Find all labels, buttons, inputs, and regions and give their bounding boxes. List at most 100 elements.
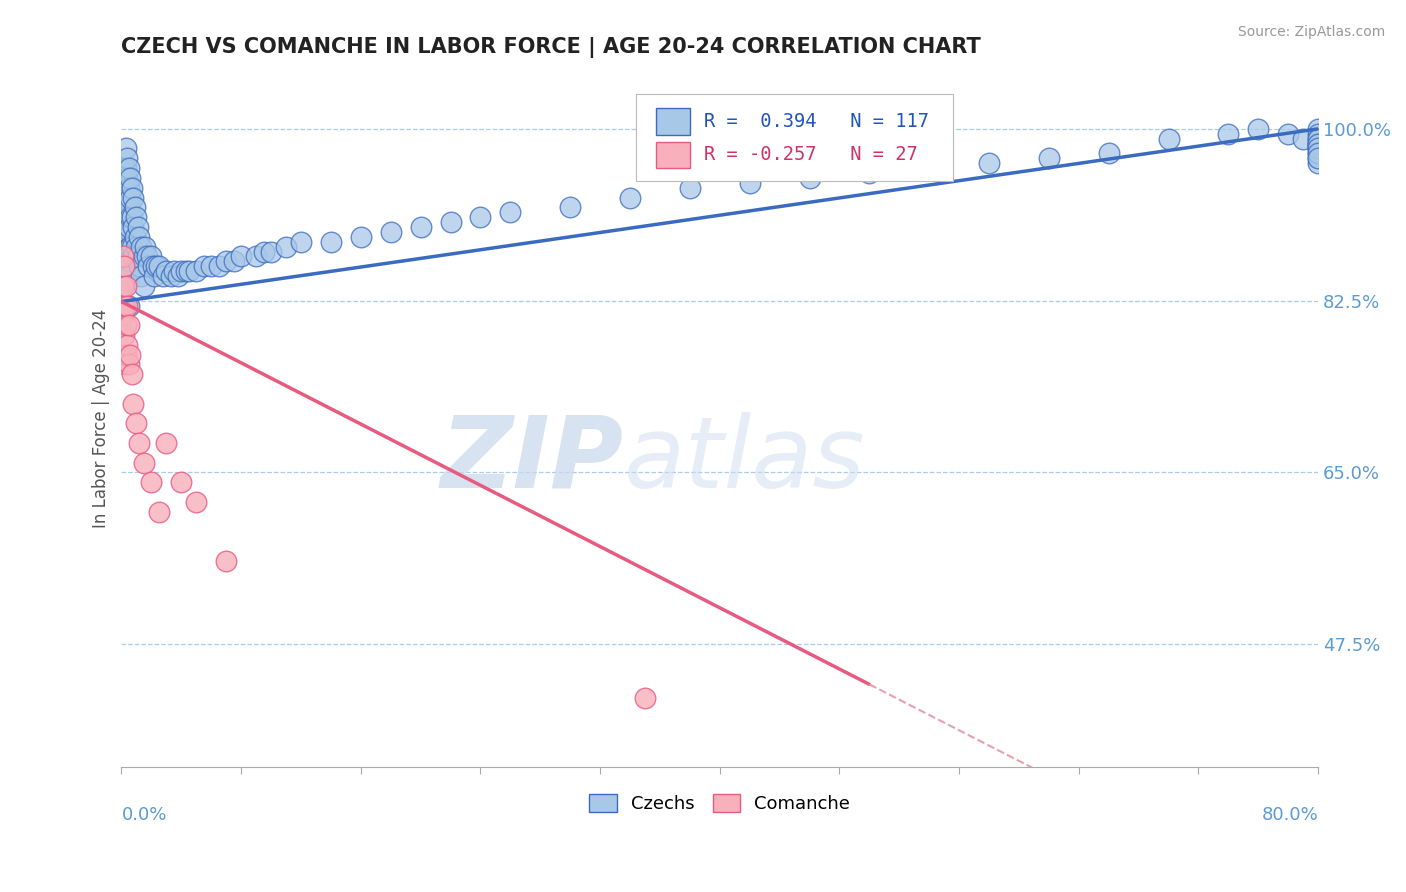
Point [124, 229, 146, 244]
Point [350, 229, 373, 244]
Point [141, 475, 163, 490]
Point [114, 219, 136, 234]
Point [122, 190, 145, 204]
Point [1308, 131, 1330, 145]
Point [118, 299, 141, 313]
Point [977, 156, 1000, 170]
Point [114, 180, 136, 194]
Point [122, 249, 145, 263]
Point [134, 239, 156, 253]
Point [1308, 127, 1330, 141]
Point [118, 200, 141, 214]
Point [132, 456, 155, 470]
Point [1308, 136, 1330, 151]
Text: atlas: atlas [624, 412, 866, 508]
Point [121, 210, 143, 224]
Point [619, 190, 641, 204]
Point [132, 249, 155, 263]
Point [193, 259, 215, 273]
Point [145, 259, 167, 273]
Point [186, 264, 208, 278]
Point [120, 170, 142, 185]
Point [117, 274, 139, 288]
Bar [657, 108, 690, 135]
Point [1308, 141, 1330, 155]
Point [129, 239, 152, 253]
Point [142, 259, 165, 273]
Point [380, 225, 402, 239]
Point [118, 358, 141, 372]
Point [129, 268, 152, 283]
Point [274, 239, 297, 253]
Point [138, 259, 160, 273]
Point [1308, 151, 1330, 165]
Point [560, 200, 582, 214]
Point [1308, 136, 1330, 151]
Point [118, 219, 141, 234]
Text: R = -0.257   N = 27: R = -0.257 N = 27 [704, 145, 918, 164]
Point [117, 190, 139, 204]
Point [117, 299, 139, 313]
Point [127, 249, 149, 263]
Point [1218, 127, 1240, 141]
Point [679, 180, 702, 194]
Point [1308, 141, 1330, 155]
Point [143, 268, 166, 283]
Point [1308, 136, 1330, 151]
Point [117, 249, 139, 263]
Point [1247, 121, 1270, 136]
Point [1308, 156, 1330, 170]
Point [858, 166, 880, 180]
Point [121, 368, 143, 382]
Text: 80.0%: 80.0% [1261, 806, 1319, 824]
Point [121, 180, 143, 194]
Point [128, 436, 150, 450]
Point [111, 200, 134, 214]
Point [132, 278, 155, 293]
Point [118, 239, 141, 253]
Point [499, 205, 522, 219]
Point [115, 161, 138, 175]
Point [118, 180, 141, 194]
Point [114, 299, 136, 313]
Point [120, 239, 142, 253]
Point [155, 264, 177, 278]
Point [128, 259, 150, 273]
Point [114, 249, 136, 263]
Point [118, 161, 141, 175]
Text: CZECH VS COMANCHE IN LABOR FORCE | AGE 20-24 CORRELATION CHART: CZECH VS COMANCHE IN LABOR FORCE | AGE 2… [121, 37, 981, 58]
Y-axis label: In Labor Force | Age 20-24: In Labor Force | Age 20-24 [93, 309, 110, 528]
Point [1308, 151, 1330, 165]
Point [439, 215, 461, 229]
Point [114, 328, 136, 343]
Point [111, 249, 134, 263]
Point [229, 249, 252, 263]
Point [1308, 121, 1330, 136]
Point [115, 239, 138, 253]
FancyBboxPatch shape [636, 95, 953, 181]
Point [114, 358, 136, 372]
Point [122, 397, 145, 411]
Point [215, 254, 238, 268]
Point [152, 268, 174, 283]
Point [215, 554, 238, 568]
Point [163, 264, 186, 278]
Point [114, 200, 136, 214]
Point [260, 244, 283, 259]
Point [111, 278, 134, 293]
Point [111, 278, 134, 293]
Point [1308, 131, 1330, 145]
Point [167, 268, 190, 283]
Text: ZIP: ZIP [441, 412, 624, 508]
Point [290, 235, 312, 249]
Point [319, 235, 342, 249]
Point [115, 268, 138, 283]
Point [799, 170, 821, 185]
Point [159, 268, 181, 283]
Point [117, 338, 139, 352]
Point [125, 210, 148, 224]
Point [1157, 131, 1180, 145]
Point [115, 200, 138, 214]
Point [222, 254, 245, 268]
Point [115, 278, 138, 293]
